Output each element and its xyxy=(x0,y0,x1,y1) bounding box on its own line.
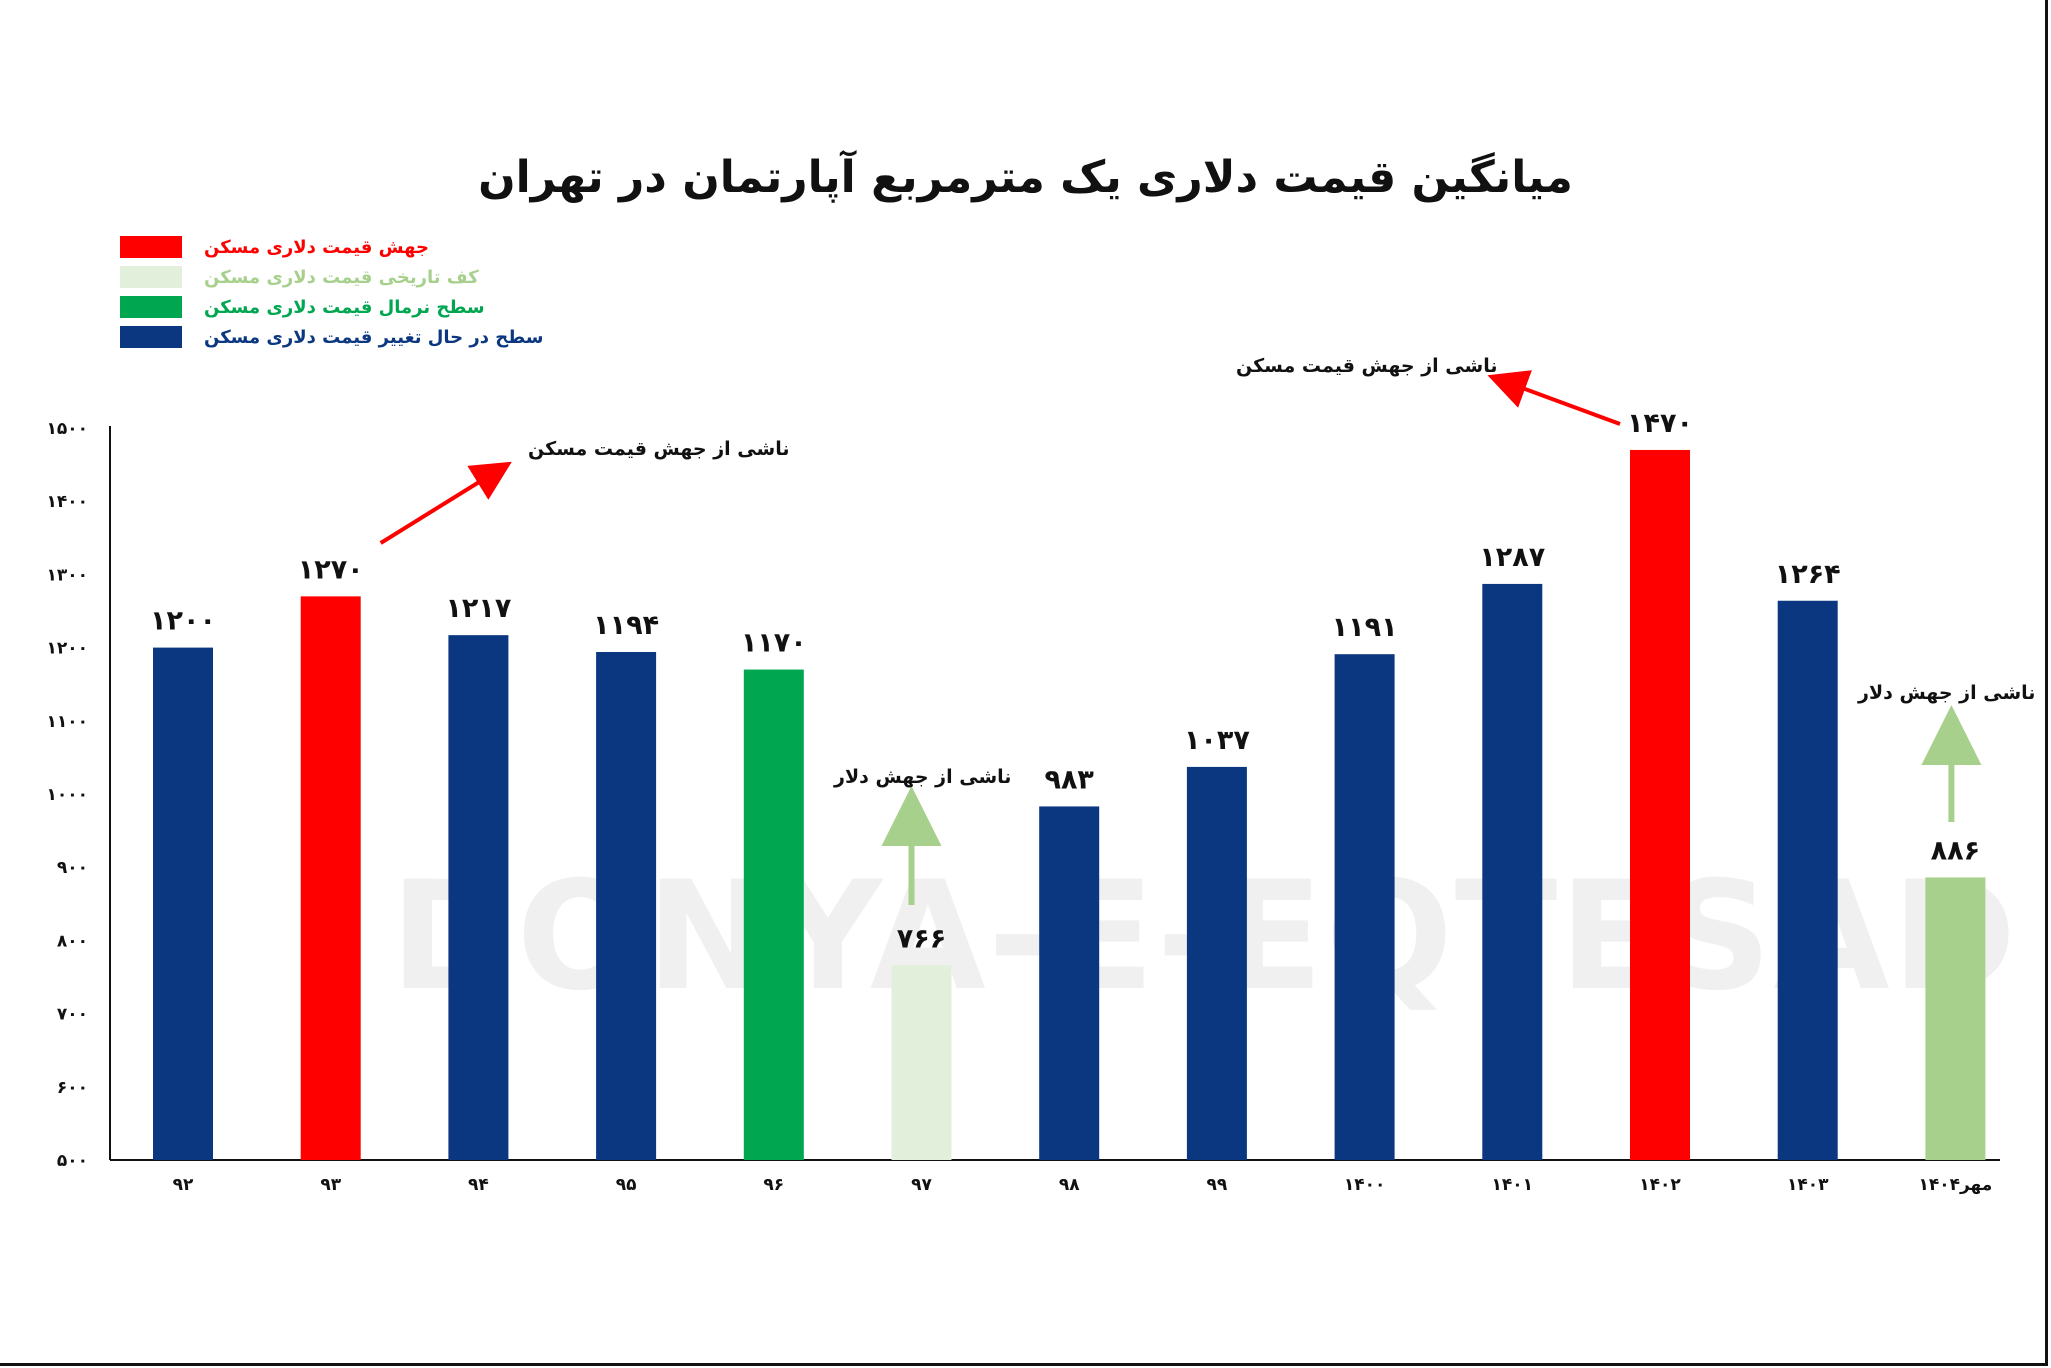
bar-1 xyxy=(300,596,361,1160)
bar-6 xyxy=(1039,806,1100,1160)
value-label: ۱۲۷۰ xyxy=(298,554,364,585)
x-tick-label: ۹۹ xyxy=(1207,1175,1228,1195)
annotation-arrow-housing-1402 xyxy=(1487,370,1621,426)
value-label: ۱۲۰۰ xyxy=(150,606,216,637)
x-tick-label: ۹۳ xyxy=(320,1175,341,1195)
annotation-arrow-housing-93 xyxy=(379,461,512,545)
legend-swatch xyxy=(120,326,182,348)
x-tick-label: ۹۴ xyxy=(468,1175,489,1195)
y-tick-label: ۱۱۰۰ xyxy=(46,712,88,732)
bar-10 xyxy=(1630,449,1690,1161)
legend-item-housing-jump: جهش قیمت دلاری مسکن xyxy=(120,235,429,259)
legend-label: سطح نرمال قیمت دلاری مسکن xyxy=(204,296,485,318)
legend-swatch xyxy=(120,266,182,288)
value-label: ۱۲۱۷ xyxy=(445,593,511,624)
value-label: ۹۸۳ xyxy=(1044,764,1094,795)
bar-11 xyxy=(1777,600,1838,1160)
value-label: ۱۱۹۱ xyxy=(1332,612,1398,643)
y-tick-label: ۷۰۰ xyxy=(57,1005,88,1025)
x-tick-label: ۹۷ xyxy=(911,1175,932,1195)
x-tick-label: ۹۵ xyxy=(616,1175,637,1195)
bar-0 xyxy=(153,647,213,1160)
annotation-dollar-jump-97: ناشی از جهش دلار xyxy=(834,766,1012,788)
value-label: ۱۲۸۷ xyxy=(1479,542,1545,573)
bar-3 xyxy=(596,651,657,1160)
annotation-housing-jump-1402: ناشی از جهش قیمت مسکن xyxy=(1236,355,1498,377)
legend-label: سطح در حال تغییر قیمت دلاری مسکن xyxy=(204,326,544,348)
chart-title: میانگین قیمت دلاری یک مترمربع آپارتمان د… xyxy=(478,152,1573,203)
legend-item-historic-floor: کف تاریخی قیمت دلاری مسکن xyxy=(120,265,479,289)
legend-swatch xyxy=(120,296,182,318)
value-label: ۱۰۳۷ xyxy=(1184,725,1250,756)
y-tick-label: ۱۴۰۰ xyxy=(46,492,88,512)
x-tick-label: ۱۴۰۲ xyxy=(1639,1175,1681,1195)
legend-label: جهش قیمت دلاری مسکن xyxy=(204,236,429,258)
legend-item-normal-level: سطح نرمال قیمت دلاری مسکن xyxy=(120,295,485,319)
annotation-dollar-jump-1404: ناشی از جهش دلار xyxy=(1858,682,2036,704)
y-tick-label: ۱۲۰۰ xyxy=(46,639,88,659)
value-label: ۱۱۹۴ xyxy=(593,610,659,641)
x-tick-label: ۹۶ xyxy=(763,1175,784,1195)
x-tick-label: ۱۴۰۰ xyxy=(1344,1175,1386,1195)
bar-8 xyxy=(1334,654,1395,1160)
legend-swatch xyxy=(120,236,182,258)
bar-5 xyxy=(891,965,952,1160)
bar-7 xyxy=(1186,766,1247,1160)
x-tick-label: مهر۱۴۰۴ xyxy=(1918,1175,1992,1195)
value-label: ۱۲۶۴ xyxy=(1775,559,1841,590)
value-label: ۸۸۶ xyxy=(1931,835,1980,866)
y-tick-label: ۱۰۰۰ xyxy=(46,785,88,805)
y-tick-label: ۱۵۰۰ xyxy=(46,419,88,439)
x-tick-label: ۹۸ xyxy=(1059,1175,1080,1195)
bar-12 xyxy=(1925,877,1986,1160)
bar-9 xyxy=(1482,583,1543,1160)
x-tick-label: ۱۴۰۱ xyxy=(1492,1175,1534,1195)
x-tick-label: ۱۴۰۳ xyxy=(1787,1175,1829,1195)
y-tick-label: ۶۰۰ xyxy=(57,1078,88,1098)
value-label: ۱۱۷۰ xyxy=(741,628,807,659)
bar-4 xyxy=(743,669,804,1160)
value-label: ۱۴۷۰ xyxy=(1627,408,1693,439)
x-tick-label: ۹۲ xyxy=(173,1175,194,1195)
bar-2 xyxy=(448,635,509,1160)
y-tick-label: ۱۳۰۰ xyxy=(46,565,88,585)
y-tick-label: ۵۰۰ xyxy=(57,1151,88,1171)
y-tick-label: ۸۰۰ xyxy=(57,931,88,951)
legend-label: کف تاریخی قیمت دلاری مسکن xyxy=(204,266,479,288)
value-label: ۷۶۶ xyxy=(897,923,946,954)
y-tick-label: ۹۰۰ xyxy=(57,858,88,878)
annotation-housing-jump-93: ناشی از جهش قیمت مسکن xyxy=(528,438,790,460)
legend-item-changing-level: سطح در حال تغییر قیمت دلاری مسکن xyxy=(120,325,543,349)
